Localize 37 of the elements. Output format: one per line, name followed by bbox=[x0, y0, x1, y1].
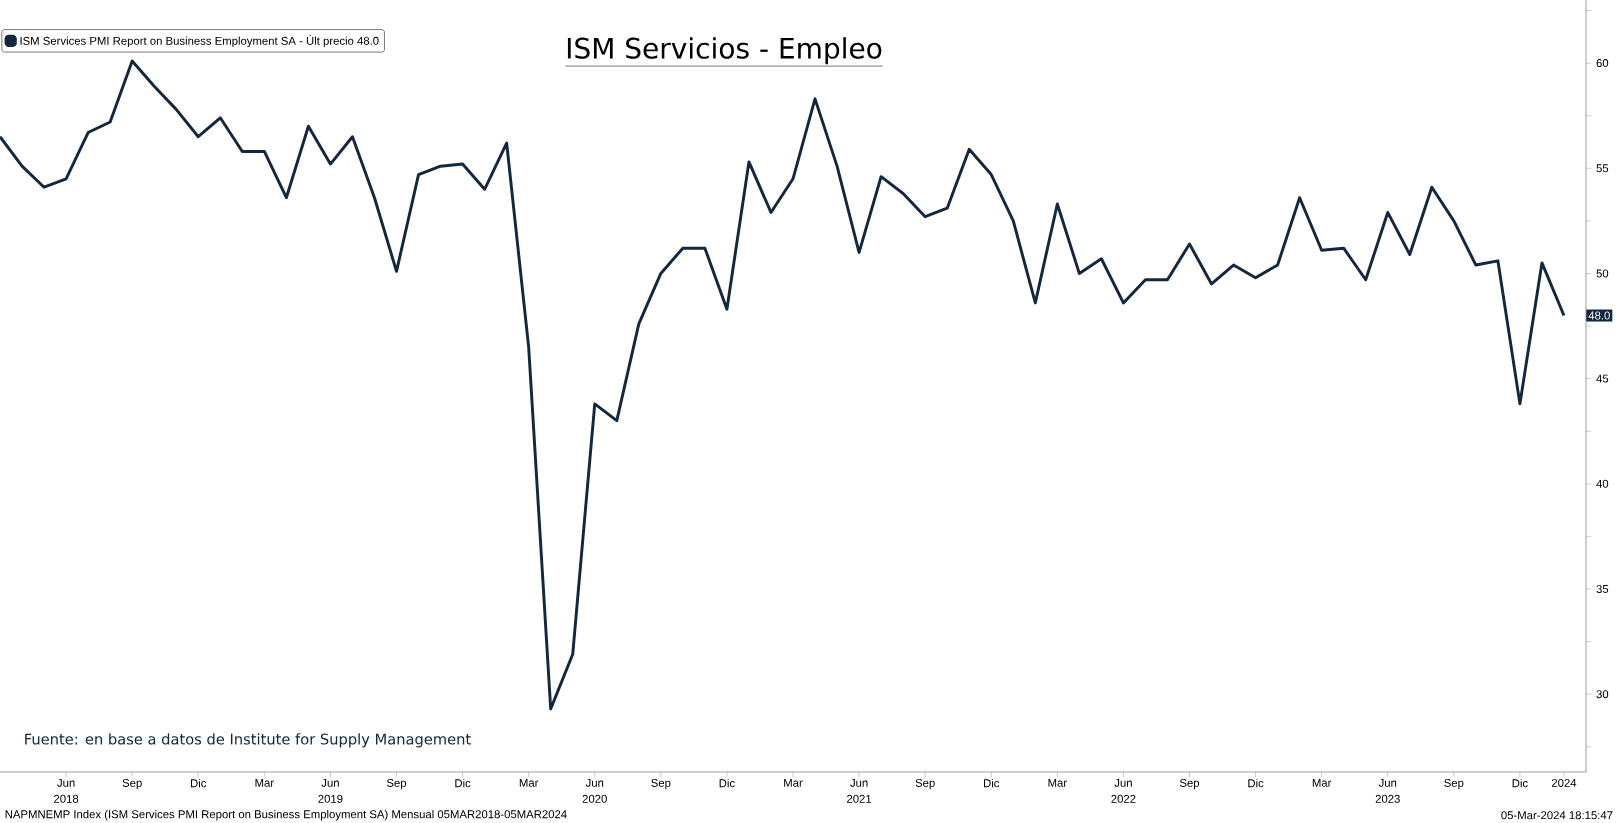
y-tick-label: 30 bbox=[1596, 690, 1609, 699]
x-tick-label: Dic bbox=[983, 778, 1000, 788]
x-tick-label: Jun 2020 bbox=[582, 778, 607, 803]
x-tick-label: Sep bbox=[122, 778, 142, 790]
x-tick-label: 2024 bbox=[1551, 778, 1577, 787]
x-tick-label: Jun 2022 bbox=[1111, 778, 1136, 803]
x-tick-label: Mar bbox=[784, 778, 803, 787]
annotation: 48.0 bbox=[1588, 311, 1610, 320]
text: 05-Mar-2024 18:15:47 bbox=[1501, 811, 1613, 820]
x-tick-label: Sep bbox=[386, 778, 407, 790]
x-tick-label: Jun 2019 bbox=[318, 778, 343, 803]
y-tick-label: 60 bbox=[1596, 59, 1609, 68]
x-tick-label: Sep bbox=[1444, 778, 1464, 790]
x-tick-label: Jun 2018 bbox=[54, 778, 79, 803]
x-tick-label: Mar bbox=[1312, 778, 1332, 787]
x-tick-label: Sep bbox=[651, 778, 671, 790]
x-tick-label: Jun 2023 bbox=[1375, 778, 1400, 803]
x-tick-label: Dic bbox=[455, 778, 471, 788]
y-tick-label: 45 bbox=[1596, 374, 1609, 383]
x-tick-label: Sep bbox=[915, 778, 935, 790]
x-tick-label: Mar bbox=[519, 778, 539, 787]
legend-label: ISM Services PMI Report on Business Employment SA - Últ precio 48.0 bbox=[20, 34, 379, 48]
text: ISM Servicios - Empleo bbox=[567, 37, 882, 65]
y-tick-label: 35 bbox=[1596, 584, 1609, 593]
x-tick-label: Jun 2021 bbox=[847, 778, 872, 803]
x-tick-label: Dic bbox=[1248, 778, 1264, 788]
x-tick-label: Mar bbox=[1048, 778, 1067, 787]
y-tick-label: 55 bbox=[1596, 164, 1609, 173]
x-tick-label: Dic bbox=[719, 778, 735, 788]
x-tick-label: Dic bbox=[190, 778, 207, 788]
x-tick-label: Sep bbox=[1179, 778, 1200, 790]
y-tick-label: 40 bbox=[1596, 479, 1609, 488]
x-tick-label: Mar bbox=[255, 778, 274, 787]
annotation: Fuente: en base a datos de Institute for Supply Management bbox=[25, 733, 471, 748]
text: NAPMNEMP Index (ISM Services PMI Report on Business Employment SA) Mensual 05MAR2018-05MAR2024 bbox=[5, 809, 567, 821]
y-tick-label: 50 bbox=[1596, 269, 1609, 278]
x-tick-label: Dic bbox=[1512, 778, 1528, 788]
